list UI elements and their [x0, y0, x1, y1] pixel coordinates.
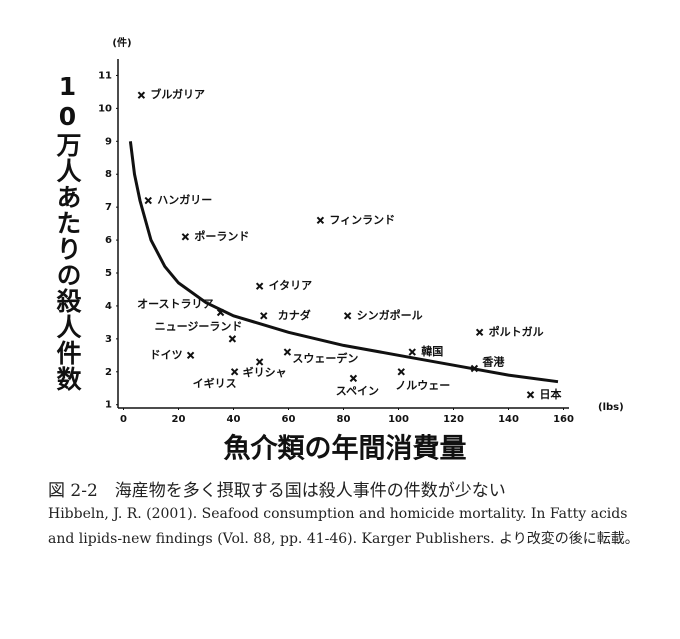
point	[137, 91, 146, 99]
point	[475, 328, 484, 336]
y-label: 10万人あたりの殺人件数	[53, 72, 82, 392]
point	[526, 391, 535, 399]
citation: Hibbeln, J. R. (2001). Seafood consumpti…	[48, 506, 639, 547]
y-tick-label: 2	[105, 367, 112, 378]
x-tick-label: 20	[172, 414, 186, 425]
point	[283, 348, 292, 356]
point-cross	[260, 312, 268, 320]
y-tick-label: 3	[105, 334, 112, 345]
point-cross	[255, 358, 264, 366]
point-cross	[408, 348, 416, 356]
point-cross	[144, 196, 152, 205]
x-tick-label: 140	[498, 414, 519, 425]
x-label: 魚介類の年間消費量	[224, 433, 467, 465]
point-label: ブルガリア	[150, 87, 205, 101]
point-label: シンガポール	[357, 308, 423, 322]
y-tick-label: 8	[105, 169, 112, 180]
point	[186, 351, 195, 360]
point	[343, 312, 352, 320]
point-cross	[230, 368, 239, 376]
x-tick-label: 60	[282, 414, 296, 425]
chart: (件) (lbs) 魚介類の年間消費量 0 20 40 60 80 100 120 140 16…	[98, 36, 624, 465]
point	[255, 358, 264, 366]
point-label: イギリス	[193, 376, 237, 390]
point	[408, 348, 416, 356]
point-cross	[397, 368, 405, 376]
point	[216, 308, 225, 317]
y-tick-label: 6	[105, 235, 112, 246]
point-cross	[255, 282, 264, 290]
point-label: ポーランド	[194, 229, 249, 243]
point-cross	[316, 216, 325, 225]
y-tick-label: 4	[105, 301, 112, 312]
point-cross	[283, 348, 292, 356]
point-cross	[470, 364, 479, 373]
y-unit: (件)	[112, 36, 131, 49]
point	[144, 196, 152, 205]
point	[316, 216, 325, 225]
x-tick-label: 160	[553, 414, 574, 425]
point-cross	[186, 351, 195, 360]
y-tick-label: 7	[105, 202, 112, 213]
point-cross	[475, 328, 484, 336]
point-label: オーストラリア	[137, 298, 213, 311]
point-label: イタリア	[269, 279, 313, 292]
point-label: ドイツ	[150, 348, 183, 361]
point	[228, 335, 237, 343]
point	[255, 282, 264, 290]
point-cross	[181, 233, 190, 241]
point-label: ニュージーランド	[155, 320, 243, 333]
trend-curve	[128, 141, 559, 384]
point-label: ポルトガル	[489, 324, 544, 338]
point-label: フィンランド	[329, 213, 395, 226]
point-label: スペイン	[336, 384, 379, 397]
point-cross	[349, 374, 358, 383]
x-unit: (lbs)	[598, 402, 624, 413]
point-cross	[216, 308, 225, 317]
point-cross	[137, 91, 146, 99]
point-label: ギリシャ	[243, 365, 287, 379]
caption: 図 2-2 海産物を多く摂取する国は殺人事件の件数が少ない	[48, 481, 506, 501]
point-label: 韓国	[421, 344, 443, 358]
x-tick-label: 40	[227, 414, 241, 425]
point-label: カナダ	[278, 308, 311, 322]
point	[181, 233, 190, 241]
point	[349, 374, 358, 383]
point	[397, 368, 405, 376]
y-tick-label: 9	[105, 136, 112, 147]
point	[470, 364, 479, 373]
y-tick-label: 1	[105, 400, 112, 411]
point-label: 香港	[481, 354, 505, 368]
point-cross	[343, 312, 352, 320]
y-tick-label: 10	[98, 103, 112, 114]
point-label: 日本	[540, 387, 562, 401]
x-tick-label: 120	[443, 414, 464, 425]
point-label: ハンガリー	[157, 193, 212, 207]
x-tick-label: 100	[388, 414, 409, 425]
x-tick-label: 0	[120, 414, 127, 425]
point-label: スウェーデン	[292, 351, 358, 365]
point-cross	[228, 335, 237, 343]
point-label: ノルウェー	[395, 379, 450, 392]
point	[260, 312, 268, 320]
x-tick-label: 80	[337, 414, 351, 425]
point-cross	[526, 391, 535, 399]
y-tick-label: 5	[105, 268, 112, 279]
point	[230, 368, 239, 376]
y-tick-label: 11	[98, 70, 112, 81]
